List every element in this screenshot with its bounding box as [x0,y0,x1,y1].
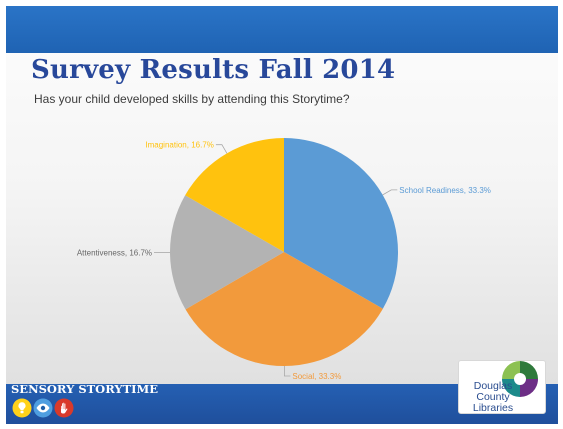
slide-title: Survey Results Fall 2014 [31,55,396,85]
pie-slice-2 [169,195,284,310]
logo-text-county: County [476,391,510,403]
pie-leader-line-3 [215,144,228,154]
pie-data-label-0: School Readiness, 33.3% [399,186,491,195]
library-logo-mark [502,361,538,397]
pie-slice-0 [284,138,399,309]
top-band [6,6,558,53]
hand-icon [54,398,74,418]
pie-data-label-1: Social, 33.3% [292,372,341,381]
logo-text-libraries: Libraries [472,402,514,414]
logo-text-douglas: Douglas [473,380,513,392]
pie-slice-1 [185,252,383,367]
pie-leader-line-1 [283,366,291,377]
pie-data-label-3: Imagination, 16.7% [145,141,214,150]
sensory-storytime-label: SENSORY STORYTIME [11,382,159,396]
eye-icon [33,398,53,418]
slide-subtitle: Has your child developed skills by atten… [34,92,350,106]
pie-leader-line-0 [382,189,398,196]
pie-slice-3 [185,137,284,252]
lightbulb-icon [12,398,32,418]
pie-data-label-2: Attentiveness, 16.7% [77,248,152,257]
